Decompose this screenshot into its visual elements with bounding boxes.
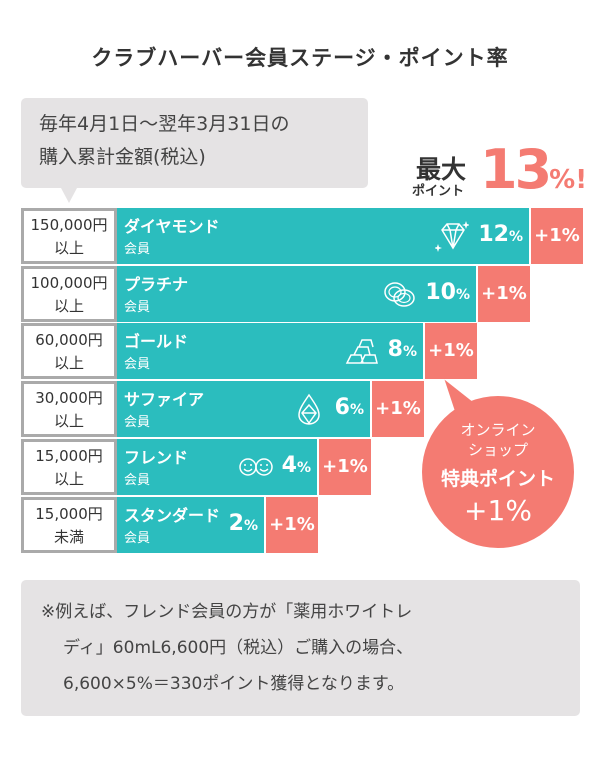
gold-bars-icon <box>345 339 378 364</box>
stage-member-label: 会員 <box>124 415 151 430</box>
stage-name: スタンダード <box>124 506 221 525</box>
bonus-box: +1% <box>425 323 477 379</box>
rate-value: 4 <box>281 453 297 478</box>
smiley-faces-icon <box>239 458 273 476</box>
condition-qualifier: 以上 <box>53 354 84 372</box>
stage-rate: 8% <box>388 337 417 362</box>
stage-member-label: 会員 <box>124 531 151 546</box>
condition-amount: 150,000円 <box>30 216 108 234</box>
stage-rate: 4% <box>282 453 311 478</box>
rate-unit: % <box>243 518 258 534</box>
note-line: 6,600×5%＝330ポイント獲得となります。 <box>63 674 405 694</box>
stage-condition: 150,000円 以上 <box>21 208 117 264</box>
bubble-line: ショップ <box>467 441 528 459</box>
bubble-bonus: +1% <box>464 494 532 527</box>
condition-amount: 100,000円 <box>30 274 108 292</box>
bubble-line: オンライン <box>460 421 536 439</box>
stage-bar: サファイア 会員 6% <box>117 381 370 437</box>
stage-rate: 6% <box>335 395 364 420</box>
stage-rate: 12% <box>478 222 523 247</box>
condition-qualifier: 以上 <box>53 412 84 430</box>
stage-name: フレンド <box>124 448 189 467</box>
stage-member-label: 会員 <box>124 357 151 372</box>
stage-name: ダイヤモンド <box>124 217 220 236</box>
rate-value: 2 <box>228 511 244 536</box>
period-callout: 毎年4月1日〜翌年3月31日の 購入累計金額(税込) <box>21 98 368 203</box>
stage-condition: 60,000円 以上 <box>21 323 117 379</box>
condition-qualifier: 以上 <box>53 470 84 488</box>
bonus-box: +1% <box>478 266 530 322</box>
rate-unit: % <box>296 460 311 476</box>
stage-condition: 100,000円 以上 <box>21 266 117 322</box>
note-line: ディ」60mL6,600円（税込）ご購入の場合、 <box>63 638 414 658</box>
max-label: 最大 <box>416 155 467 184</box>
condition-amount: 15,000円 <box>35 447 103 465</box>
stage-condition: 15,000円 以上 <box>21 439 117 495</box>
stage-condition: 15,000円 未満 <box>21 497 117 553</box>
sapphire-icon <box>298 393 320 425</box>
condition-amount: 60,000円 <box>35 331 103 349</box>
stage-member-label: 会員 <box>124 300 151 315</box>
rate-value: 8 <box>387 337 403 362</box>
max-rate: 13%! <box>480 138 587 201</box>
bonus-box: +1% <box>531 208 583 264</box>
stage-name: ゴールド <box>124 332 189 351</box>
stage-rate: 10% <box>425 280 470 305</box>
stage-member-label: 会員 <box>124 242 151 257</box>
rings-icon <box>384 282 415 307</box>
rate-unit: % <box>402 344 417 360</box>
callout-line: 毎年4月1日〜翌年3月31日の <box>39 113 290 135</box>
stage-bar: ゴールド 会員 8% <box>117 323 423 379</box>
stage-bar: フレンド 会員 4% <box>117 439 317 495</box>
rate-value: 6 <box>334 395 350 420</box>
bonus-box: +1% <box>266 497 318 553</box>
example-note: ※例えば、フレンド会員の方が「薬用ホワイトレ ディ」60mL6,600円（税込）… <box>21 580 580 716</box>
point-label: ポイント <box>412 184 465 199</box>
rate-value: 10 <box>425 280 456 305</box>
max-rate-unit: %! <box>549 165 588 195</box>
online-bonus-bubble: オンラインショップ 特典ポイント +1% <box>422 396 574 548</box>
bonus-box: +1% <box>372 381 424 437</box>
stage-rate: 2% <box>229 511 258 536</box>
rate-value: 12 <box>478 222 509 247</box>
max-rate-value: 13 <box>480 138 552 201</box>
bubble-title: 特典ポイント <box>440 468 555 490</box>
stage-bar: プラチナ 会員 10% <box>117 266 476 322</box>
bonus-box: +1% <box>319 439 371 495</box>
condition-amount: 30,000円 <box>35 389 103 407</box>
stage-bar: スタンダード 会員 2% <box>117 497 264 553</box>
page-title: クラブハーバー会員ステージ・ポイント率 <box>91 46 509 70</box>
condition-amount: 15,000円 <box>35 505 103 523</box>
condition-qualifier: 以上 <box>53 239 84 257</box>
rate-unit: % <box>349 402 364 418</box>
stage-bar: ダイヤモンド 会員 12% <box>117 208 529 264</box>
rate-unit: % <box>508 229 523 245</box>
callout-line: 購入累計金額(税込) <box>39 146 206 168</box>
stage-name: サファイア <box>124 390 205 409</box>
diamond-icon <box>435 221 469 252</box>
stage-name: プラチナ <box>124 275 189 294</box>
stage-member-label: 会員 <box>124 473 151 488</box>
condition-qualifier: 未満 <box>53 528 84 546</box>
stage-condition: 30,000円 以上 <box>21 381 117 437</box>
rate-unit: % <box>455 287 470 303</box>
condition-qualifier: 以上 <box>53 297 84 315</box>
note-line: ※例えば、フレンド会員の方が「薬用ホワイトレ <box>41 602 413 622</box>
